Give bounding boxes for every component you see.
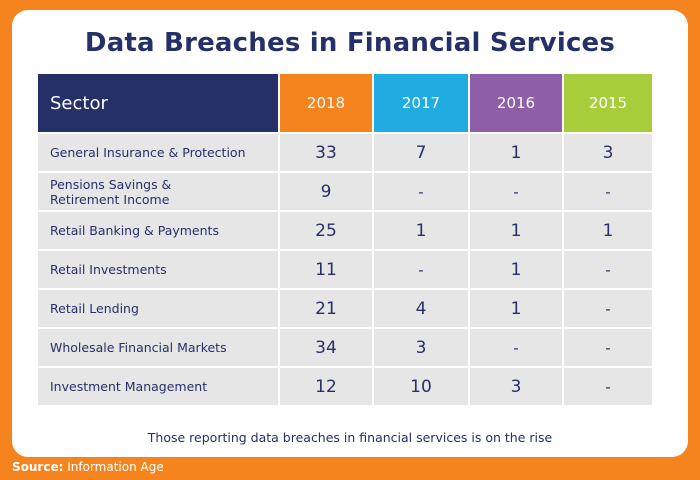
- table-row: Pensions Savings & Retirement Income 9- - -: [38, 173, 652, 210]
- header-2017: 2017: [374, 74, 468, 132]
- cell-2015: 1: [564, 212, 652, 249]
- cell-2016: -: [470, 329, 562, 366]
- header-sector: Sector: [38, 74, 278, 132]
- cell-2017: 1: [374, 212, 468, 249]
- cell-2017: 4: [374, 290, 468, 327]
- cell-2018: 33: [280, 134, 372, 171]
- cell-2017: 7: [374, 134, 468, 171]
- header-2016: 2016: [470, 74, 562, 132]
- cell-2016: 1: [470, 134, 562, 171]
- cell-2015: -: [564, 368, 652, 405]
- cell-2016: 1: [470, 212, 562, 249]
- cell-2018: 34: [280, 329, 372, 366]
- table-row: Wholesale Financial Markets 34 3- -: [38, 329, 652, 366]
- infographic-card: Data Breaches in Financial Services Sect…: [12, 10, 688, 457]
- table-row: Retail Investments 11-1-: [38, 251, 652, 288]
- row-sector-label: Investment Management: [38, 368, 278, 405]
- cell-2015: -: [564, 251, 652, 288]
- cell-2015: -: [564, 290, 652, 327]
- row-sector-label: Retail Investments: [38, 251, 278, 288]
- cell-2018: 11: [280, 251, 372, 288]
- cell-2015: 3: [564, 134, 652, 171]
- cell-2017: -: [374, 173, 468, 210]
- table-row: Retail Lending 21 4 1-: [38, 290, 652, 327]
- source-label: Source:: [12, 460, 64, 474]
- cell-2018: 12: [280, 368, 372, 405]
- table-row: General Insurance & Protection 33 7 1 3: [38, 134, 652, 171]
- source-value: Information Age: [67, 460, 164, 474]
- cell-2016: 1: [470, 290, 562, 327]
- row-sector-label: General Insurance & Protection: [38, 134, 278, 171]
- row-sector-label: Retail Banking & Payments: [38, 212, 278, 249]
- source-line: Source: Information Age: [12, 460, 164, 474]
- row-sector-label: Wholesale Financial Markets: [38, 329, 278, 366]
- cell-2018: 9: [280, 173, 372, 210]
- breaches-table: Sector 2018 2017 2016 2015 General Insur…: [36, 72, 654, 407]
- table-row: Investment Management 12 10 3-: [38, 368, 652, 405]
- table-caption: Those reporting data breaches in financi…: [147, 430, 553, 445]
- cell-2016: -: [470, 173, 562, 210]
- header-2018: 2018: [280, 74, 372, 132]
- cell-2018: 25: [280, 212, 372, 249]
- header-2015: 2015: [564, 74, 652, 132]
- cell-2017: -: [374, 251, 468, 288]
- table-header-row: Sector 2018 2017 2016 2015: [38, 74, 652, 132]
- cell-2015: -: [564, 173, 652, 210]
- cell-2016: 1: [470, 251, 562, 288]
- cell-2016: 3: [470, 368, 562, 405]
- cell-2015: -: [564, 329, 652, 366]
- cell-2017: 10: [374, 368, 468, 405]
- row-sector-label: Retail Lending: [38, 290, 278, 327]
- cell-2018: 21: [280, 290, 372, 327]
- cell-2017: 3: [374, 329, 468, 366]
- table-row: Retail Banking & Payments 25 1 1 1: [38, 212, 652, 249]
- row-sector-label: Pensions Savings & Retirement Income: [38, 173, 278, 210]
- chart-title: Data Breaches in Financial Services: [84, 28, 616, 58]
